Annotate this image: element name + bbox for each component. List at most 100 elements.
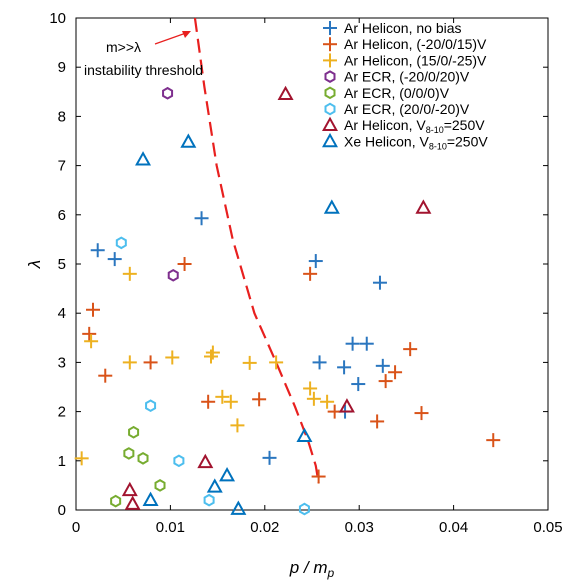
legend-label-6: Ar Helicon, V8-10=250V (344, 117, 485, 135)
data-point-s7-p5 (206, 478, 223, 493)
data-point-s2-p12 (306, 391, 321, 406)
legend-label-4: Ar ECR, (0/0/0)V (344, 85, 450, 101)
x-tick-label: 0 (72, 519, 80, 536)
x-axis-label: p / mp (289, 558, 335, 580)
data-point-s2-p6 (205, 345, 220, 360)
data-point-s0-p5 (312, 355, 327, 370)
legend-label-subscript: 8-10 (429, 141, 447, 151)
legend-marker-6 (321, 116, 339, 131)
legend-label-3: Ar ECR, (-20/0/20)V (344, 69, 470, 85)
data-point-s0-p0 (90, 243, 105, 258)
x-tick-label: 0.05 (533, 519, 562, 536)
y-tick-label: 9 (58, 59, 66, 76)
data-point-s1-p9 (370, 414, 385, 429)
y-tick-label: 2 (58, 404, 66, 421)
legend-marker-1 (323, 37, 337, 52)
data-point-s2-p9 (242, 355, 257, 370)
data-point-s1-p11 (388, 365, 403, 380)
legend-label-text: Xe Helicon, V (344, 133, 429, 149)
data-point-s0-p10 (351, 377, 366, 392)
data-point-s1-p4 (303, 266, 318, 281)
y-axis-label: λ (25, 260, 44, 269)
plot-frame (75, 17, 549, 511)
data-point-s5-p0 (115, 236, 127, 250)
data-point-s6-p0 (277, 85, 294, 101)
data-point-s1-p13 (414, 406, 429, 421)
data-point-s0-p4 (372, 275, 387, 290)
data-point-s0-p2 (194, 211, 209, 226)
data-point-s0-p3 (308, 254, 323, 269)
x-axis-label-subscript: p (327, 566, 335, 580)
data-point-s4-p0 (128, 425, 140, 439)
data-point-s5-p2 (173, 454, 185, 468)
data-point-s2-p1 (74, 451, 89, 466)
data-point-s2-p3 (122, 355, 137, 370)
threshold-annotation: m>>λ instability threshold (84, 31, 203, 78)
x-tick-label: 0.02 (250, 519, 279, 536)
data-point-s1-p5 (143, 355, 158, 370)
data-point-s3-p0 (162, 86, 174, 100)
data-point-s4-p1 (123, 447, 135, 460)
data-point-s2-p13 (320, 394, 335, 409)
data-point-s7-p0 (180, 133, 197, 148)
data-point-s7-p4 (219, 467, 236, 482)
axis-ticks: 0 0.01 0.02 0.03 0.04 0.05 0 1 2 3 4 5 6 7 8 9 10 (49, 10, 562, 536)
data-points (74, 85, 501, 516)
data-point-s2-p14 (230, 418, 245, 433)
data-point-s7-p2 (323, 199, 340, 214)
data-point-s1-p15 (311, 469, 326, 484)
data-point-s1-p6 (201, 394, 216, 409)
legend-marker-4 (324, 86, 336, 100)
data-point-s7-p3 (296, 427, 313, 442)
threshold-curve-layer (193, 17, 320, 484)
data-point-s1-p10 (378, 374, 393, 389)
legend-label-subscript: 8-10 (426, 125, 444, 135)
y-tick-label: 5 (58, 256, 66, 273)
y-tick-label: 6 (58, 207, 66, 224)
data-point-s2-p2 (122, 266, 137, 281)
data-point-s0-p8 (359, 336, 374, 351)
data-point-s1-p2 (98, 368, 113, 383)
legend-marker-7 (321, 132, 339, 148)
data-point-s5-p1 (145, 399, 157, 413)
legend-marker-3 (324, 70, 336, 83)
data-point-s0-p12 (262, 450, 277, 465)
data-point-s4-p2 (137, 451, 149, 465)
data-point-s7-p7 (230, 500, 247, 515)
data-point-s6-p1 (415, 199, 432, 214)
legend-label-2: Ar Helicon, (15/0/-25)V (344, 52, 487, 68)
data-point-s0-p7 (345, 336, 360, 351)
legend-label-0: Ar Helicon, no bias (344, 20, 462, 36)
data-point-s2-p11 (303, 381, 318, 396)
y-tick-label: 7 (58, 158, 66, 175)
y-tick-label: 8 (58, 108, 66, 125)
legend-marker-0 (323, 21, 337, 35)
data-point-s1-p0 (82, 326, 97, 341)
data-point-s0-p1 (107, 252, 122, 267)
legend-marker-5 (324, 102, 336, 116)
data-point-s1-p7 (252, 392, 267, 407)
x-axis-label-main: p / m (289, 558, 328, 577)
data-point-s1-p14 (486, 433, 501, 448)
x-tick-label: 0.04 (439, 519, 468, 536)
annotation-arrowhead (182, 31, 191, 38)
data-point-s2-p7 (215, 389, 230, 404)
threshold-curve (193, 17, 320, 484)
data-point-s5-p4 (298, 502, 310, 516)
y-tick-label: 1 (58, 453, 66, 470)
legend-label-text: =250V (447, 133, 489, 149)
legend-label-text: =250V (444, 117, 486, 133)
data-point-s2-p0 (84, 334, 99, 349)
annotation-line1: m>>λ (106, 39, 141, 55)
x-tick-label: 0.01 (156, 519, 185, 536)
data-point-s6-p2 (338, 398, 355, 413)
legend-label-7: Xe Helicon, V8-10=250V (344, 133, 488, 151)
annotation-arrow (154, 32, 187, 45)
y-tick-label: 0 (58, 502, 66, 519)
data-point-s2-p4 (165, 350, 180, 365)
data-point-s7-p1 (135, 151, 152, 166)
y-tick-label: 10 (49, 10, 66, 27)
data-point-s4-p3 (154, 479, 166, 492)
